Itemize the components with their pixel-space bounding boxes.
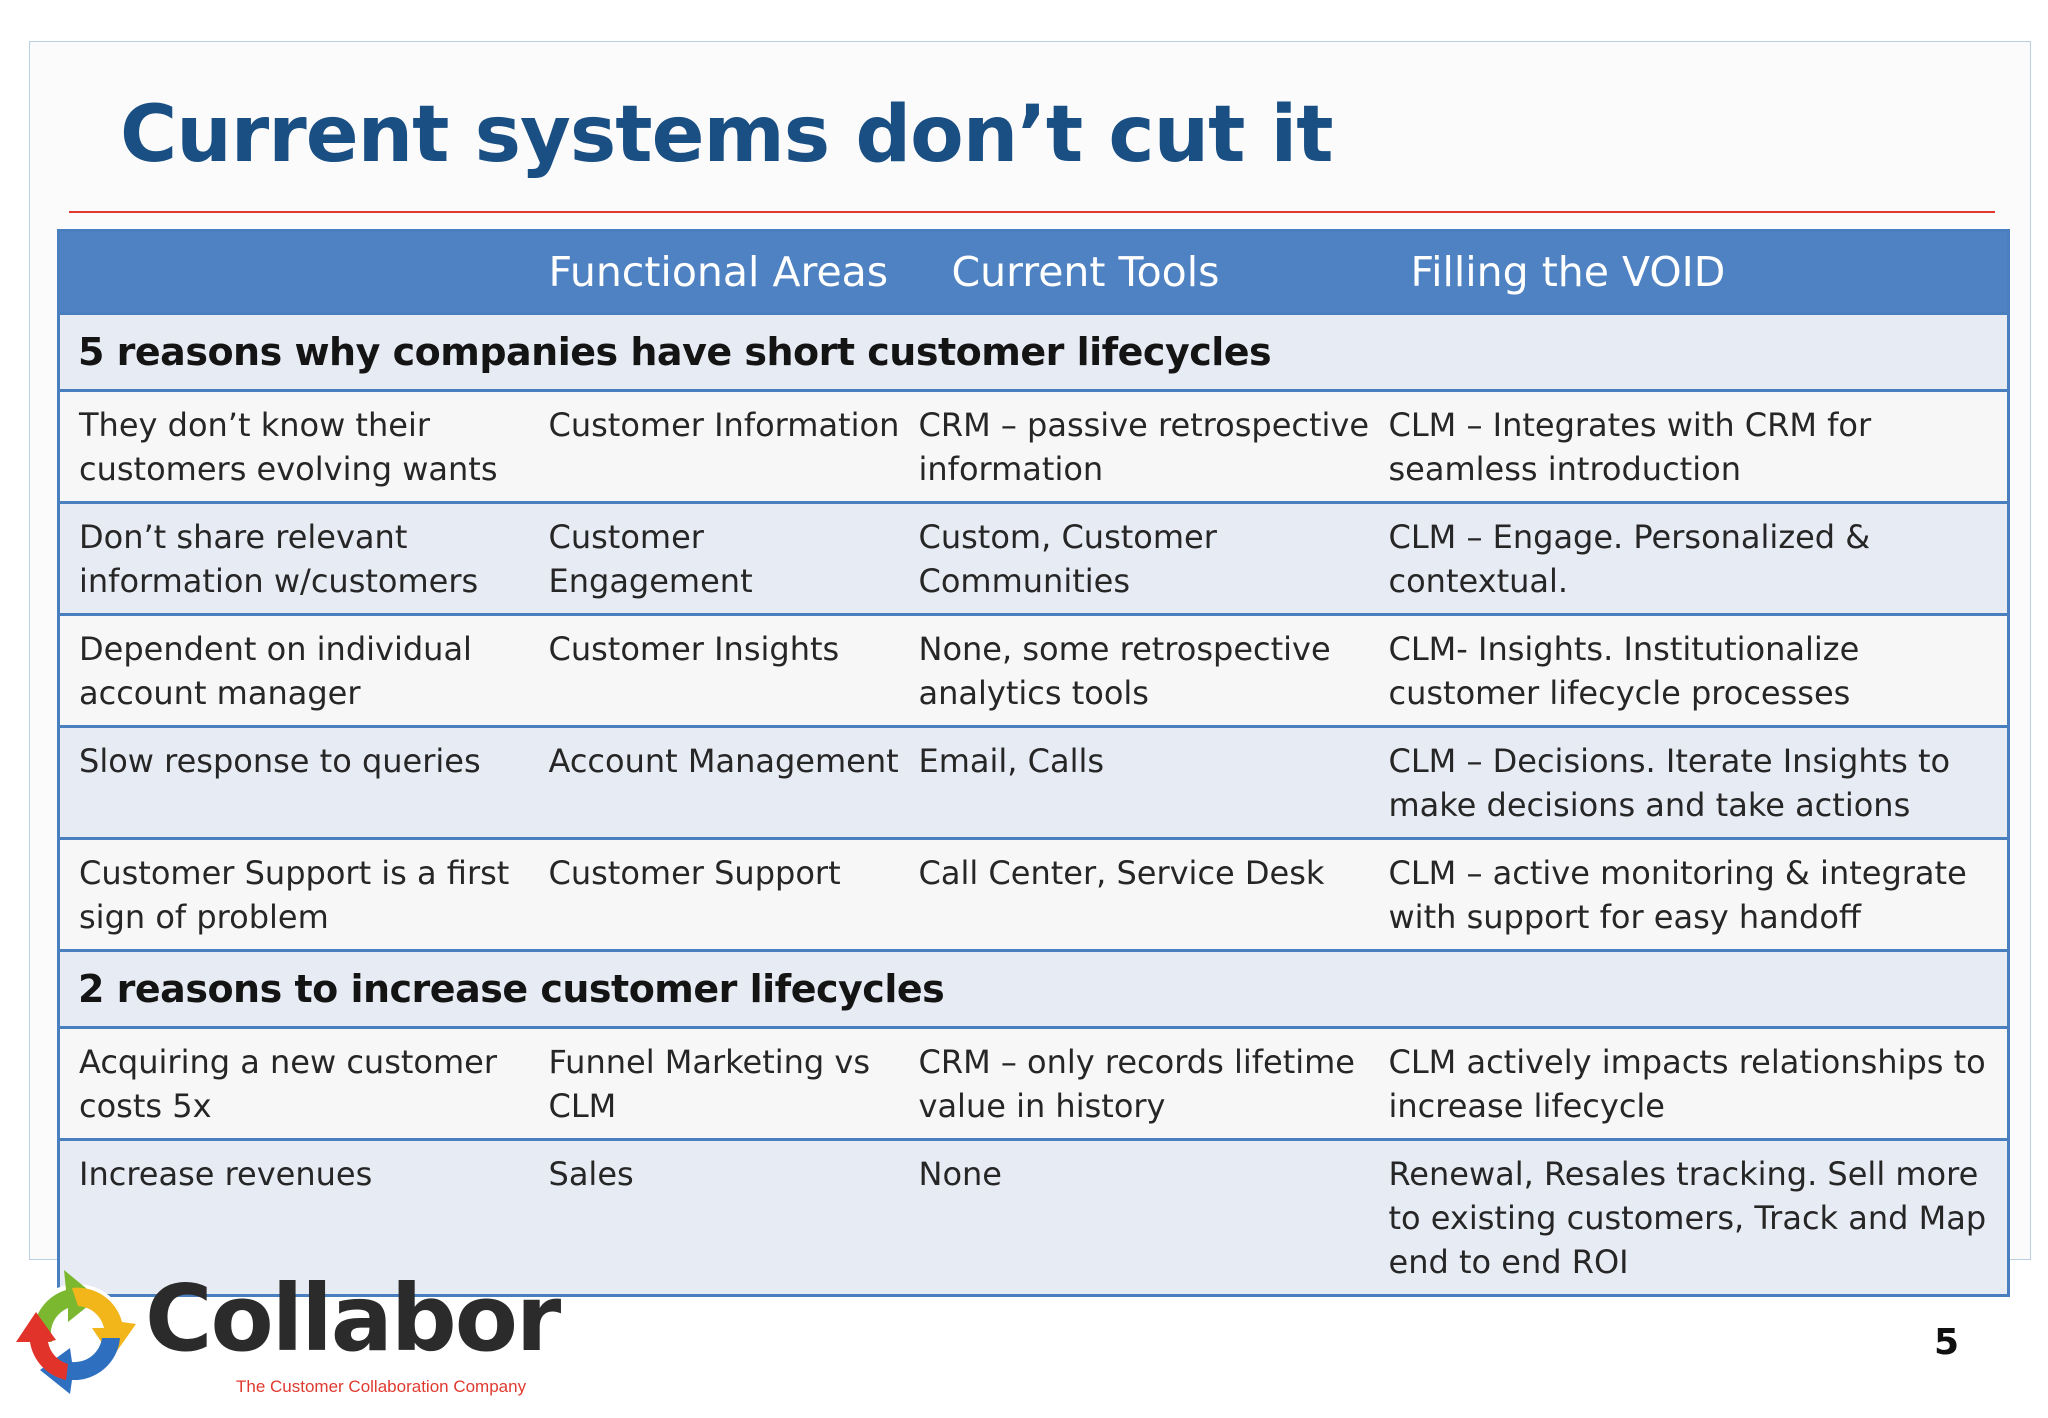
current-tools-cell: None, some retrospective analytics tools bbox=[918, 613, 1381, 727]
reason-cell: They don’t know their customers evolving… bbox=[58, 389, 549, 503]
header-filling-the-void: Filling the VOID bbox=[1380, 230, 2009, 314]
section-header-row: 2 reasons to increase customer lifecycle… bbox=[58, 949, 2009, 1029]
functional-area-cell: Customer Engagement bbox=[548, 501, 919, 615]
logo-tagline: The Customer Collaboration Company bbox=[236, 1377, 527, 1396]
current-tools-cell: None bbox=[918, 1138, 1381, 1296]
functional-area-cell: Sales bbox=[548, 1138, 919, 1296]
reason-cell: Slow response to queries bbox=[58, 725, 549, 839]
functional-area-cell: Customer Information bbox=[548, 389, 919, 503]
functional-area-cell: Customer Support bbox=[548, 837, 919, 951]
table-row: They don’t know their customers evolving… bbox=[58, 389, 2009, 503]
section-header-row: 5 reasons why companies have short custo… bbox=[58, 312, 2009, 392]
reason-cell: Customer Support is a first sign of prob… bbox=[58, 837, 549, 951]
filling-void-cell: CLM – Engage. Personalized & contextual. bbox=[1380, 501, 2009, 615]
functional-area-cell: Funnel Marketing vs CLM bbox=[548, 1026, 919, 1140]
table-row: Don’t share relevant information w/custo… bbox=[58, 501, 2009, 615]
table-row: Acquiring a new customer costs 5x Funnel… bbox=[58, 1026, 2009, 1140]
logo-wordmark: Collabor bbox=[145, 1265, 561, 1372]
current-tools-cell: CRM – only records lifetime value in his… bbox=[918, 1026, 1381, 1140]
functional-area-cell: Account Management bbox=[548, 725, 919, 839]
functional-area-cell: Customer Insights bbox=[548, 613, 919, 727]
section-title: 2 reasons to increase customer lifecycle… bbox=[58, 949, 2009, 1029]
filling-void-cell: CLM actively impacts relationships to in… bbox=[1380, 1026, 2009, 1140]
filling-void-cell: CLM- Insights. Institutionalize customer… bbox=[1380, 613, 2009, 727]
reason-cell: Acquiring a new customer costs 5x bbox=[58, 1026, 549, 1140]
reason-cell: Dependent on individual account manager bbox=[58, 613, 549, 727]
header-cell-empty bbox=[58, 230, 549, 314]
table-header-row: Functional Areas Current Tools Filling t… bbox=[58, 230, 2009, 314]
collabor-swirl-icon bbox=[16, 1270, 136, 1394]
table-row: Customer Support is a first sign of prob… bbox=[58, 837, 2009, 951]
filling-void-cell: CLM – Decisions. Iterate Insights to mak… bbox=[1380, 725, 2009, 839]
filling-void-cell: CLM – active monitoring & integrate with… bbox=[1380, 837, 2009, 951]
table-row: Dependent on individual account manager … bbox=[58, 613, 2009, 727]
header-current-tools: Current Tools bbox=[918, 230, 1381, 314]
comparison-table: Functional Areas Current Tools Filling t… bbox=[57, 229, 2010, 1297]
collabor-logo: Collabor The Customer Collaboration Comp… bbox=[14, 1264, 561, 1404]
page-title: Current systems don’t cut it bbox=[120, 90, 1334, 180]
current-tools-cell: Call Center, Service Desk bbox=[918, 837, 1381, 951]
current-tools-cell: CRM – passive retrospective information bbox=[918, 389, 1381, 503]
table-row: Increase revenues Sales None Renewal, Re… bbox=[58, 1138, 2009, 1296]
reason-cell: Increase revenues bbox=[58, 1138, 549, 1296]
current-tools-cell: Email, Calls bbox=[918, 725, 1381, 839]
current-tools-cell: Custom, Customer Communities bbox=[918, 501, 1381, 615]
header-functional-areas: Functional Areas bbox=[548, 230, 919, 314]
page-number: 5 bbox=[1934, 1322, 1960, 1363]
reason-cell: Don’t share relevant information w/custo… bbox=[58, 501, 549, 615]
title-divider bbox=[69, 211, 1995, 213]
section-title: 5 reasons why companies have short custo… bbox=[58, 312, 2009, 392]
filling-void-cell: CLM – Integrates with CRM for seamless i… bbox=[1380, 389, 2009, 503]
table-row: Slow response to queries Account Managem… bbox=[58, 725, 2009, 839]
filling-void-cell: Renewal, Resales tracking. Sell more to … bbox=[1380, 1138, 2009, 1296]
